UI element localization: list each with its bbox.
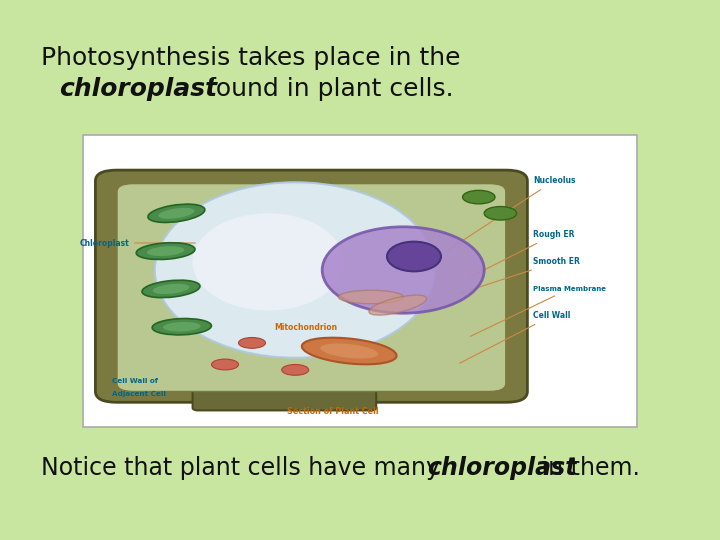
Text: Cell Wall of: Cell Wall of (112, 377, 158, 384)
Ellipse shape (142, 280, 200, 298)
Text: chloroplast: chloroplast (59, 77, 217, 100)
Ellipse shape (136, 242, 195, 260)
Text: Rough ER: Rough ER (470, 231, 575, 277)
Ellipse shape (387, 241, 441, 271)
Ellipse shape (152, 319, 212, 335)
FancyBboxPatch shape (83, 135, 637, 427)
Ellipse shape (302, 338, 397, 364)
Text: in them.: in them. (534, 456, 639, 480)
Ellipse shape (155, 183, 436, 357)
Ellipse shape (323, 227, 485, 313)
Ellipse shape (346, 354, 374, 364)
Text: Smooth ER: Smooth ER (460, 258, 580, 293)
Ellipse shape (153, 284, 189, 294)
Ellipse shape (282, 364, 309, 375)
Text: Nucleolus: Nucleolus (449, 177, 575, 249)
Text: Adjacent Cell: Adjacent Cell (112, 391, 166, 397)
Text: Mitochondrion: Mitochondrion (274, 323, 338, 332)
Text: Chloroplast: Chloroplast (79, 239, 195, 247)
Text: chloroplast: chloroplast (427, 456, 577, 480)
Text: Plasma Membrane: Plasma Membrane (470, 286, 606, 336)
FancyBboxPatch shape (95, 170, 528, 402)
Ellipse shape (338, 291, 403, 303)
Ellipse shape (147, 246, 184, 256)
Ellipse shape (238, 338, 266, 348)
Text: Section of Plant Cell: Section of Plant Cell (287, 407, 379, 416)
Ellipse shape (212, 359, 238, 370)
Ellipse shape (163, 322, 201, 332)
Ellipse shape (148, 204, 205, 222)
FancyBboxPatch shape (117, 184, 505, 392)
Ellipse shape (158, 208, 194, 219)
Text: Cell Wall: Cell Wall (459, 312, 570, 363)
Ellipse shape (463, 191, 495, 204)
FancyBboxPatch shape (193, 367, 377, 410)
Ellipse shape (485, 206, 517, 220)
Text: Notice that plant cells have many: Notice that plant cells have many (41, 456, 448, 480)
Text: Photosynthesis takes place in the: Photosynthesis takes place in the (41, 46, 461, 70)
Ellipse shape (369, 295, 427, 315)
Text: found in plant cells.: found in plant cells. (199, 77, 454, 100)
Ellipse shape (320, 343, 378, 359)
Ellipse shape (193, 213, 344, 310)
